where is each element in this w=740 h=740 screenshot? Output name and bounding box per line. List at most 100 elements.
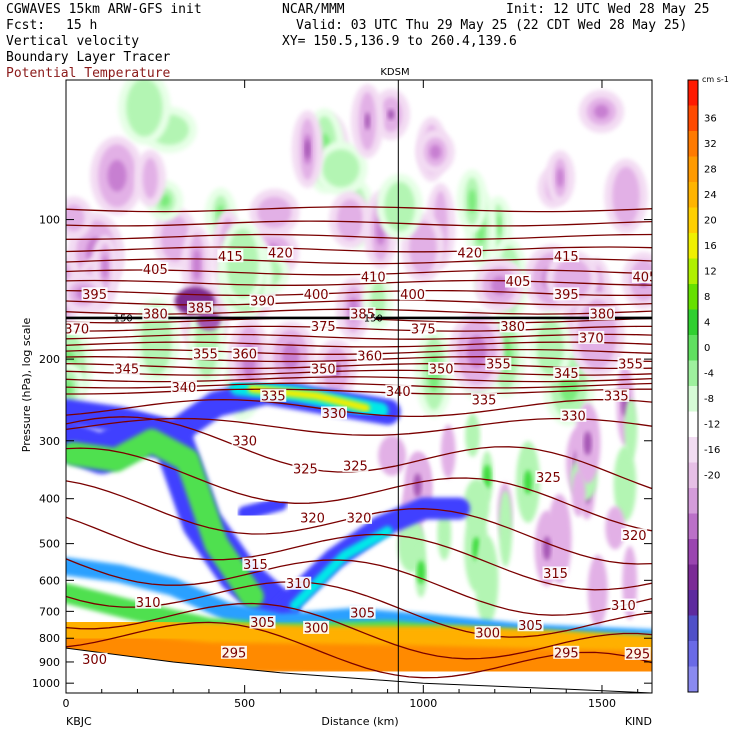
theta-label: 310 (611, 599, 636, 614)
theta-label-bg (356, 349, 383, 363)
theta-label: 335 (604, 389, 629, 404)
theta-label: 325 (536, 471, 561, 486)
colorbar-swatch (688, 156, 698, 183)
cross-section-endpoints: XY= 150.5,136.9 to 260.4,139.6 (282, 34, 517, 49)
theta-label-bg (299, 510, 326, 524)
theta-label-bg (310, 319, 337, 333)
y-tick-label: 500 (39, 538, 60, 551)
x-axis-label: Distance (km) (321, 715, 398, 728)
downdraft-core (542, 536, 551, 561)
theta-label: 400 (400, 288, 425, 303)
colorbar-label: -12 (704, 419, 720, 430)
y-tick-label: 300 (39, 435, 60, 448)
terrain-mask (66, 647, 652, 693)
theta-label: 295 (625, 647, 650, 662)
theta-label-bg (231, 433, 258, 447)
theta-label: 405 (506, 275, 531, 290)
colorbar-label: 12 (704, 266, 717, 277)
theta-label: 360 (357, 350, 382, 365)
theta-label: 345 (554, 367, 579, 382)
theta-label-bg (249, 294, 276, 308)
tracer-lower-plume (66, 428, 264, 609)
downdraft-core (583, 431, 592, 456)
downdraft-core (305, 139, 310, 159)
theta-label-bg (621, 528, 648, 542)
model-title: CGWAVES 15km ARW-GFS init (6, 2, 202, 17)
theta-label-bg (610, 598, 637, 612)
theta-label: 330 (232, 434, 257, 449)
y-axis-label: Pressure (hPa), log scale (20, 318, 33, 453)
y-tick-label: 400 (39, 493, 60, 506)
theta-label-bg (81, 652, 108, 666)
theta-label: 310 (286, 577, 311, 592)
downdraft-cell (257, 196, 292, 228)
theta-label: 395 (82, 288, 107, 303)
theta-label-bg (360, 269, 387, 283)
theta-contour (66, 376, 652, 383)
theta-label: 355 (618, 358, 643, 373)
colorbar-swatch (688, 80, 698, 106)
updraft-cell (126, 80, 163, 137)
theta-label: 355 (193, 348, 218, 363)
colorbar-swatch (688, 411, 698, 438)
updraft-cell (613, 446, 637, 522)
theta-label: 405 (632, 270, 657, 285)
theta-label: 400 (304, 288, 329, 303)
theta-label: 305 (350, 606, 375, 621)
theta-label-bg (135, 595, 162, 609)
downdraft-core (556, 168, 564, 188)
theta-contour (66, 398, 652, 418)
colorbar-swatch (688, 360, 698, 387)
colorbar-swatch (688, 666, 698, 693)
theta-label: 335 (472, 393, 497, 408)
colorbar-swatch (688, 131, 698, 157)
theta-label: 300 (82, 653, 107, 668)
downdraft-cell (409, 221, 437, 275)
theta-label: 385 (350, 308, 375, 323)
y-tick-label: 600 (39, 574, 60, 587)
theta-label-bg (617, 357, 644, 371)
colorbar-swatch (688, 207, 698, 234)
theta-label: 350 (429, 362, 454, 377)
theta-label: 295 (554, 646, 579, 661)
theta-label: 350 (311, 362, 336, 377)
theta-label: 305 (518, 619, 543, 634)
theta-label-bg (553, 249, 580, 263)
downdraft-core (413, 473, 422, 498)
y-tick-label: 900 (39, 656, 60, 669)
theta-label: 330 (322, 407, 347, 422)
downdraft-cell (605, 506, 626, 550)
downdraft-cell (571, 470, 586, 517)
chart-title: KDSM (380, 67, 409, 78)
theta-contour (66, 581, 652, 638)
theta-label: 415 (554, 250, 579, 265)
theta-label: 410 (361, 270, 386, 285)
colorbar-unit: cm s-1 (702, 75, 729, 84)
pressure-mark-label: 150 (114, 314, 133, 325)
colorbar-label: 4 (704, 317, 710, 328)
colorbar-label: 32 (704, 139, 717, 150)
theta-contour (66, 299, 652, 306)
theta-label-bg (292, 461, 319, 475)
theta-label: 420 (268, 246, 293, 261)
colorbar-swatch (688, 437, 698, 463)
colorbar-label: 16 (704, 241, 717, 252)
theta-label-bg (553, 366, 580, 380)
theta-label-bg (560, 408, 587, 422)
x-tick-label: 500 (234, 697, 255, 710)
theta-label-bg (231, 347, 258, 361)
axes: 0 500 1000 1500 100 200 300 400 500 600 700 800 900 1… (32, 79, 653, 710)
theta-label: 380 (590, 308, 615, 323)
updraft-core (159, 194, 170, 207)
theta-label-bg (553, 645, 580, 659)
theta-label-bg (485, 357, 512, 371)
colorbar-swatch (688, 233, 698, 259)
theta-label-bg (260, 388, 287, 402)
colorbar-label: 0 (704, 343, 710, 354)
colorbar-label: -4 (704, 368, 714, 379)
theta-label-bg (399, 287, 426, 301)
colorbar-swatch (688, 539, 698, 565)
theta-label: 345 (114, 362, 139, 377)
theta-label-bg (81, 287, 108, 301)
colorbar-swatch (688, 182, 698, 208)
